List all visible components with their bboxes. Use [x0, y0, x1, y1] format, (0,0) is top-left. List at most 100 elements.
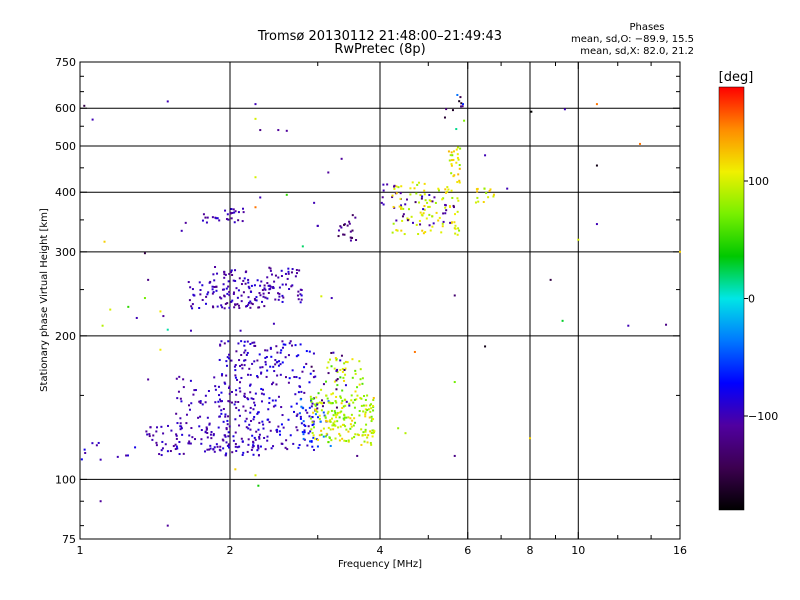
data-point — [272, 445, 275, 448]
data-point — [213, 285, 216, 288]
data-point — [302, 420, 305, 423]
data-point — [243, 344, 246, 347]
data-point — [456, 156, 459, 159]
data-point — [489, 188, 492, 191]
data-point — [361, 382, 364, 385]
data-point — [305, 350, 308, 353]
data-point — [116, 455, 119, 458]
data-point — [164, 443, 167, 446]
data-point — [248, 367, 251, 370]
data-point — [260, 392, 263, 395]
data-point — [322, 401, 325, 404]
data-point — [366, 409, 369, 412]
data-point — [204, 216, 207, 219]
data-point — [365, 404, 368, 407]
data-point — [254, 438, 257, 441]
data-point — [485, 192, 488, 195]
data-point — [253, 297, 256, 300]
data-point — [332, 428, 335, 431]
data-point — [99, 458, 102, 461]
data-point — [356, 454, 359, 457]
data-point — [179, 417, 182, 420]
data-point — [143, 252, 146, 255]
data-point — [312, 376, 315, 379]
data-point — [344, 373, 347, 376]
data-point — [294, 344, 297, 347]
data-point — [422, 208, 425, 211]
data-point — [300, 422, 303, 425]
data-point — [370, 407, 373, 410]
data-point — [232, 291, 235, 294]
y-axis-label: Stationary phase Virtual Height [km] — [39, 208, 50, 392]
data-point — [307, 425, 310, 428]
data-point — [405, 198, 408, 201]
data-point — [295, 376, 298, 379]
data-point — [324, 415, 327, 418]
data-point — [454, 224, 457, 227]
data-point — [331, 402, 334, 405]
data-point — [312, 352, 315, 355]
data-point — [264, 448, 267, 451]
data-point — [362, 431, 365, 434]
data-point — [273, 280, 276, 283]
data-point — [247, 301, 250, 304]
data-point — [218, 448, 221, 451]
data-point — [237, 289, 240, 292]
data-point — [381, 196, 384, 199]
data-point — [276, 374, 279, 377]
data-point — [209, 444, 212, 447]
data-point — [327, 171, 330, 174]
data-point — [284, 376, 287, 379]
data-point — [135, 316, 138, 319]
data-point — [255, 299, 258, 302]
data-point — [297, 446, 300, 449]
data-point — [272, 381, 275, 384]
data-point — [284, 446, 287, 449]
data-point — [413, 350, 416, 353]
data-point — [287, 272, 290, 275]
data-point — [320, 433, 323, 436]
data-point — [166, 524, 169, 527]
data-point — [451, 154, 454, 157]
data-point — [337, 426, 340, 429]
data-point — [267, 418, 270, 421]
data-point — [417, 181, 420, 184]
data-point — [271, 399, 274, 402]
data-point — [284, 272, 287, 275]
data-point — [347, 439, 350, 442]
data-point — [227, 400, 230, 403]
data-point — [250, 290, 253, 293]
data-point — [238, 387, 241, 390]
data-point — [175, 434, 178, 437]
data-point — [191, 303, 194, 306]
data-point — [339, 376, 342, 379]
data-point — [252, 408, 255, 411]
data-point — [194, 389, 197, 392]
data-point — [356, 394, 359, 397]
data-point — [247, 398, 250, 401]
data-point — [188, 434, 191, 437]
data-point — [442, 220, 445, 223]
data-point — [242, 207, 245, 210]
data-point — [294, 393, 297, 396]
data-point — [291, 369, 294, 372]
data-point — [147, 278, 150, 281]
data-point — [251, 434, 254, 437]
data-point — [210, 437, 213, 440]
data-point — [251, 446, 254, 449]
data-point — [322, 427, 325, 430]
data-point — [257, 484, 260, 487]
data-point — [411, 181, 414, 184]
data-point — [458, 229, 461, 232]
data-point — [317, 416, 320, 419]
data-point — [330, 393, 333, 396]
data-point — [225, 364, 228, 367]
data-point — [204, 302, 207, 305]
data-point — [260, 300, 263, 303]
data-point — [386, 183, 389, 186]
data-point — [101, 324, 104, 327]
data-point — [216, 272, 219, 275]
data-point — [320, 295, 323, 298]
data-point — [335, 359, 338, 362]
data-point — [341, 399, 344, 402]
